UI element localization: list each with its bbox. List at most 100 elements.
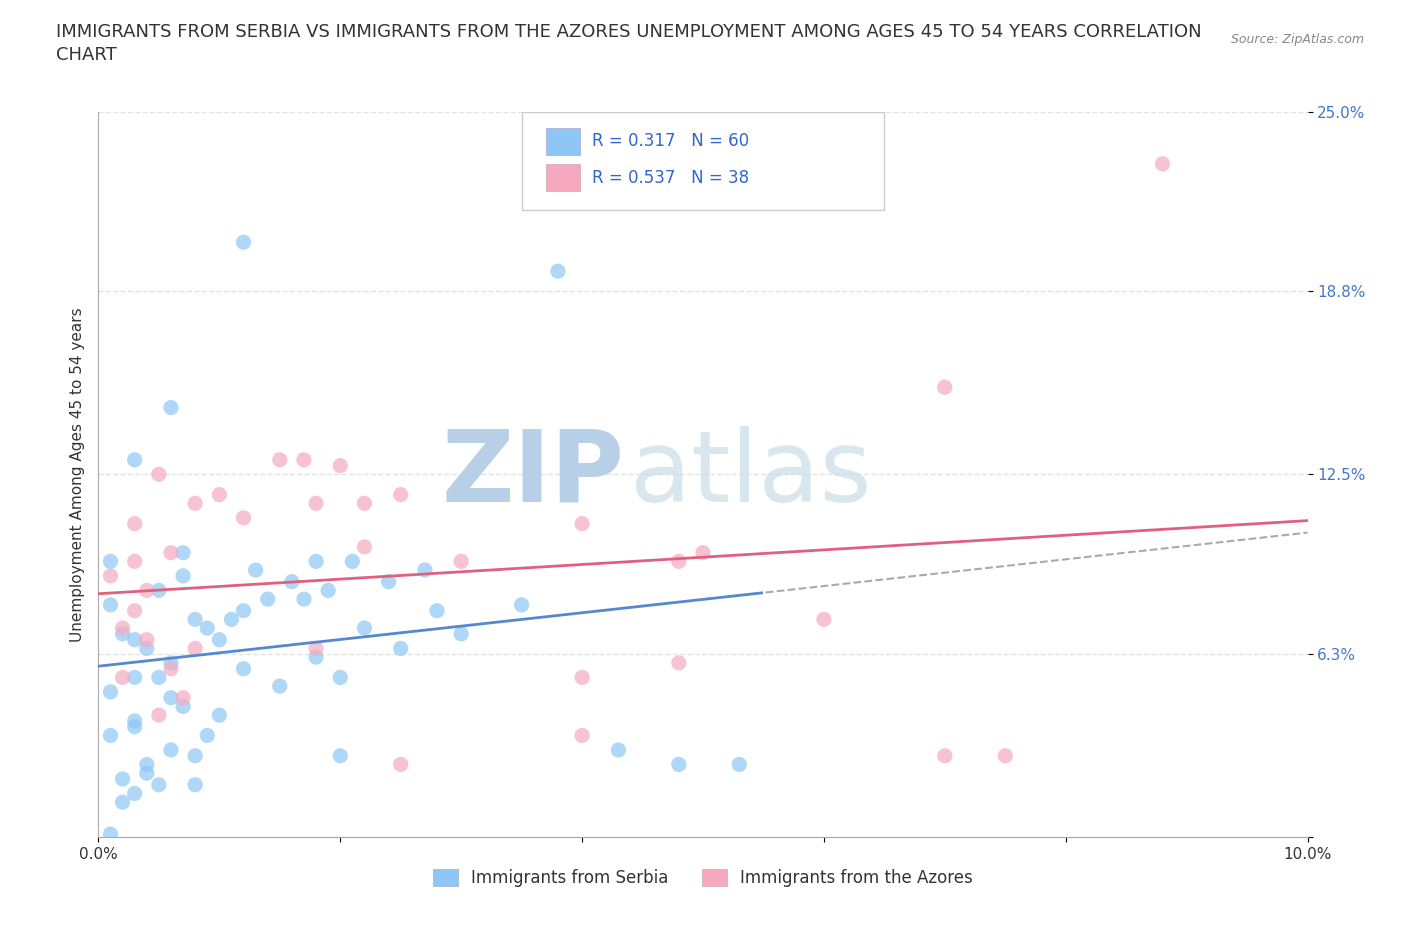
Point [316, 583, 339, 598]
Point [124, 632, 146, 647]
Point [329, 749, 352, 764]
Point [668, 757, 690, 772]
Point [269, 679, 291, 694]
Text: IMMIGRANTS FROM SERBIA VS IMMIGRANTS FROM THE AZORES UNEMPLOYMENT AMONG AGES 45 : IMMIGRANTS FROM SERBIA VS IMMIGRANTS FRO… [56, 23, 1202, 41]
Legend: Immigrants from Serbia, Immigrants from the Azores: Immigrants from Serbia, Immigrants from … [426, 862, 980, 894]
Point [184, 612, 207, 627]
Point [305, 650, 328, 665]
Point [232, 234, 254, 249]
Point [305, 554, 328, 569]
Point [148, 583, 170, 598]
Point [148, 467, 170, 482]
Point [232, 511, 254, 525]
Text: atlas: atlas [630, 426, 872, 523]
Point [100, 728, 122, 743]
Point [160, 661, 183, 676]
Point [389, 757, 412, 772]
Point [184, 641, 207, 656]
Point [195, 620, 218, 635]
Text: CHART: CHART [56, 46, 117, 64]
Point [124, 554, 146, 569]
Point [245, 563, 267, 578]
Point [813, 612, 835, 627]
Point [100, 597, 122, 612]
Point [135, 641, 157, 656]
Point [413, 563, 436, 578]
Point [571, 670, 593, 684]
Point [160, 545, 183, 560]
Point [208, 487, 231, 502]
Point [426, 604, 449, 618]
Bar [546, 164, 579, 192]
Point [160, 400, 183, 415]
Point [292, 452, 315, 467]
Y-axis label: Unemployment Among Ages 45 to 54 years: Unemployment Among Ages 45 to 54 years [69, 307, 84, 642]
Point [100, 827, 122, 842]
Point [668, 656, 690, 671]
Point [135, 757, 157, 772]
Point [547, 264, 569, 279]
Point [692, 545, 714, 560]
Point [172, 568, 194, 583]
Point [208, 632, 231, 647]
Point [221, 612, 243, 627]
Point [353, 620, 375, 635]
Point [728, 757, 751, 772]
Point [111, 620, 134, 635]
Point [389, 641, 412, 656]
Point [329, 670, 352, 684]
Point [353, 496, 375, 511]
Point [353, 539, 375, 554]
Point [292, 591, 315, 606]
Point [232, 661, 254, 676]
Text: Source: ZipAtlas.com: Source: ZipAtlas.com [1230, 33, 1364, 46]
Point [124, 516, 146, 531]
Point [571, 516, 593, 531]
Point [607, 742, 630, 757]
Point [934, 749, 956, 764]
Point [124, 452, 146, 467]
Point [269, 452, 291, 467]
Text: R = 0.537   N = 38: R = 0.537 N = 38 [592, 168, 749, 187]
Point [184, 749, 207, 764]
Point [124, 604, 146, 618]
Bar [546, 127, 579, 155]
Point [124, 786, 146, 801]
Point [100, 554, 122, 569]
Point [172, 545, 194, 560]
Point [160, 690, 183, 705]
Point [256, 591, 278, 606]
Point [100, 684, 122, 699]
Point [124, 719, 146, 734]
Point [148, 708, 170, 723]
Point [111, 795, 134, 810]
Point [172, 690, 194, 705]
Point [1152, 156, 1174, 171]
Point [100, 568, 122, 583]
Point [571, 728, 593, 743]
Point [135, 583, 157, 598]
Point [329, 458, 352, 473]
Point [510, 597, 533, 612]
FancyBboxPatch shape [522, 112, 884, 209]
Point [450, 627, 472, 642]
Text: ZIP: ZIP [441, 426, 624, 523]
Point [160, 656, 183, 671]
Point [124, 670, 146, 684]
Point [668, 554, 690, 569]
Point [450, 554, 472, 569]
Point [377, 574, 399, 589]
Point [184, 496, 207, 511]
Text: R = 0.317   N = 60: R = 0.317 N = 60 [592, 132, 749, 151]
Point [148, 670, 170, 684]
Point [208, 708, 231, 723]
Point [305, 496, 328, 511]
Point [148, 777, 170, 792]
Point [172, 699, 194, 714]
Point [111, 772, 134, 787]
Point [305, 641, 328, 656]
Point [934, 379, 956, 394]
Point [342, 554, 364, 569]
Point [111, 670, 134, 684]
Point [994, 749, 1017, 764]
